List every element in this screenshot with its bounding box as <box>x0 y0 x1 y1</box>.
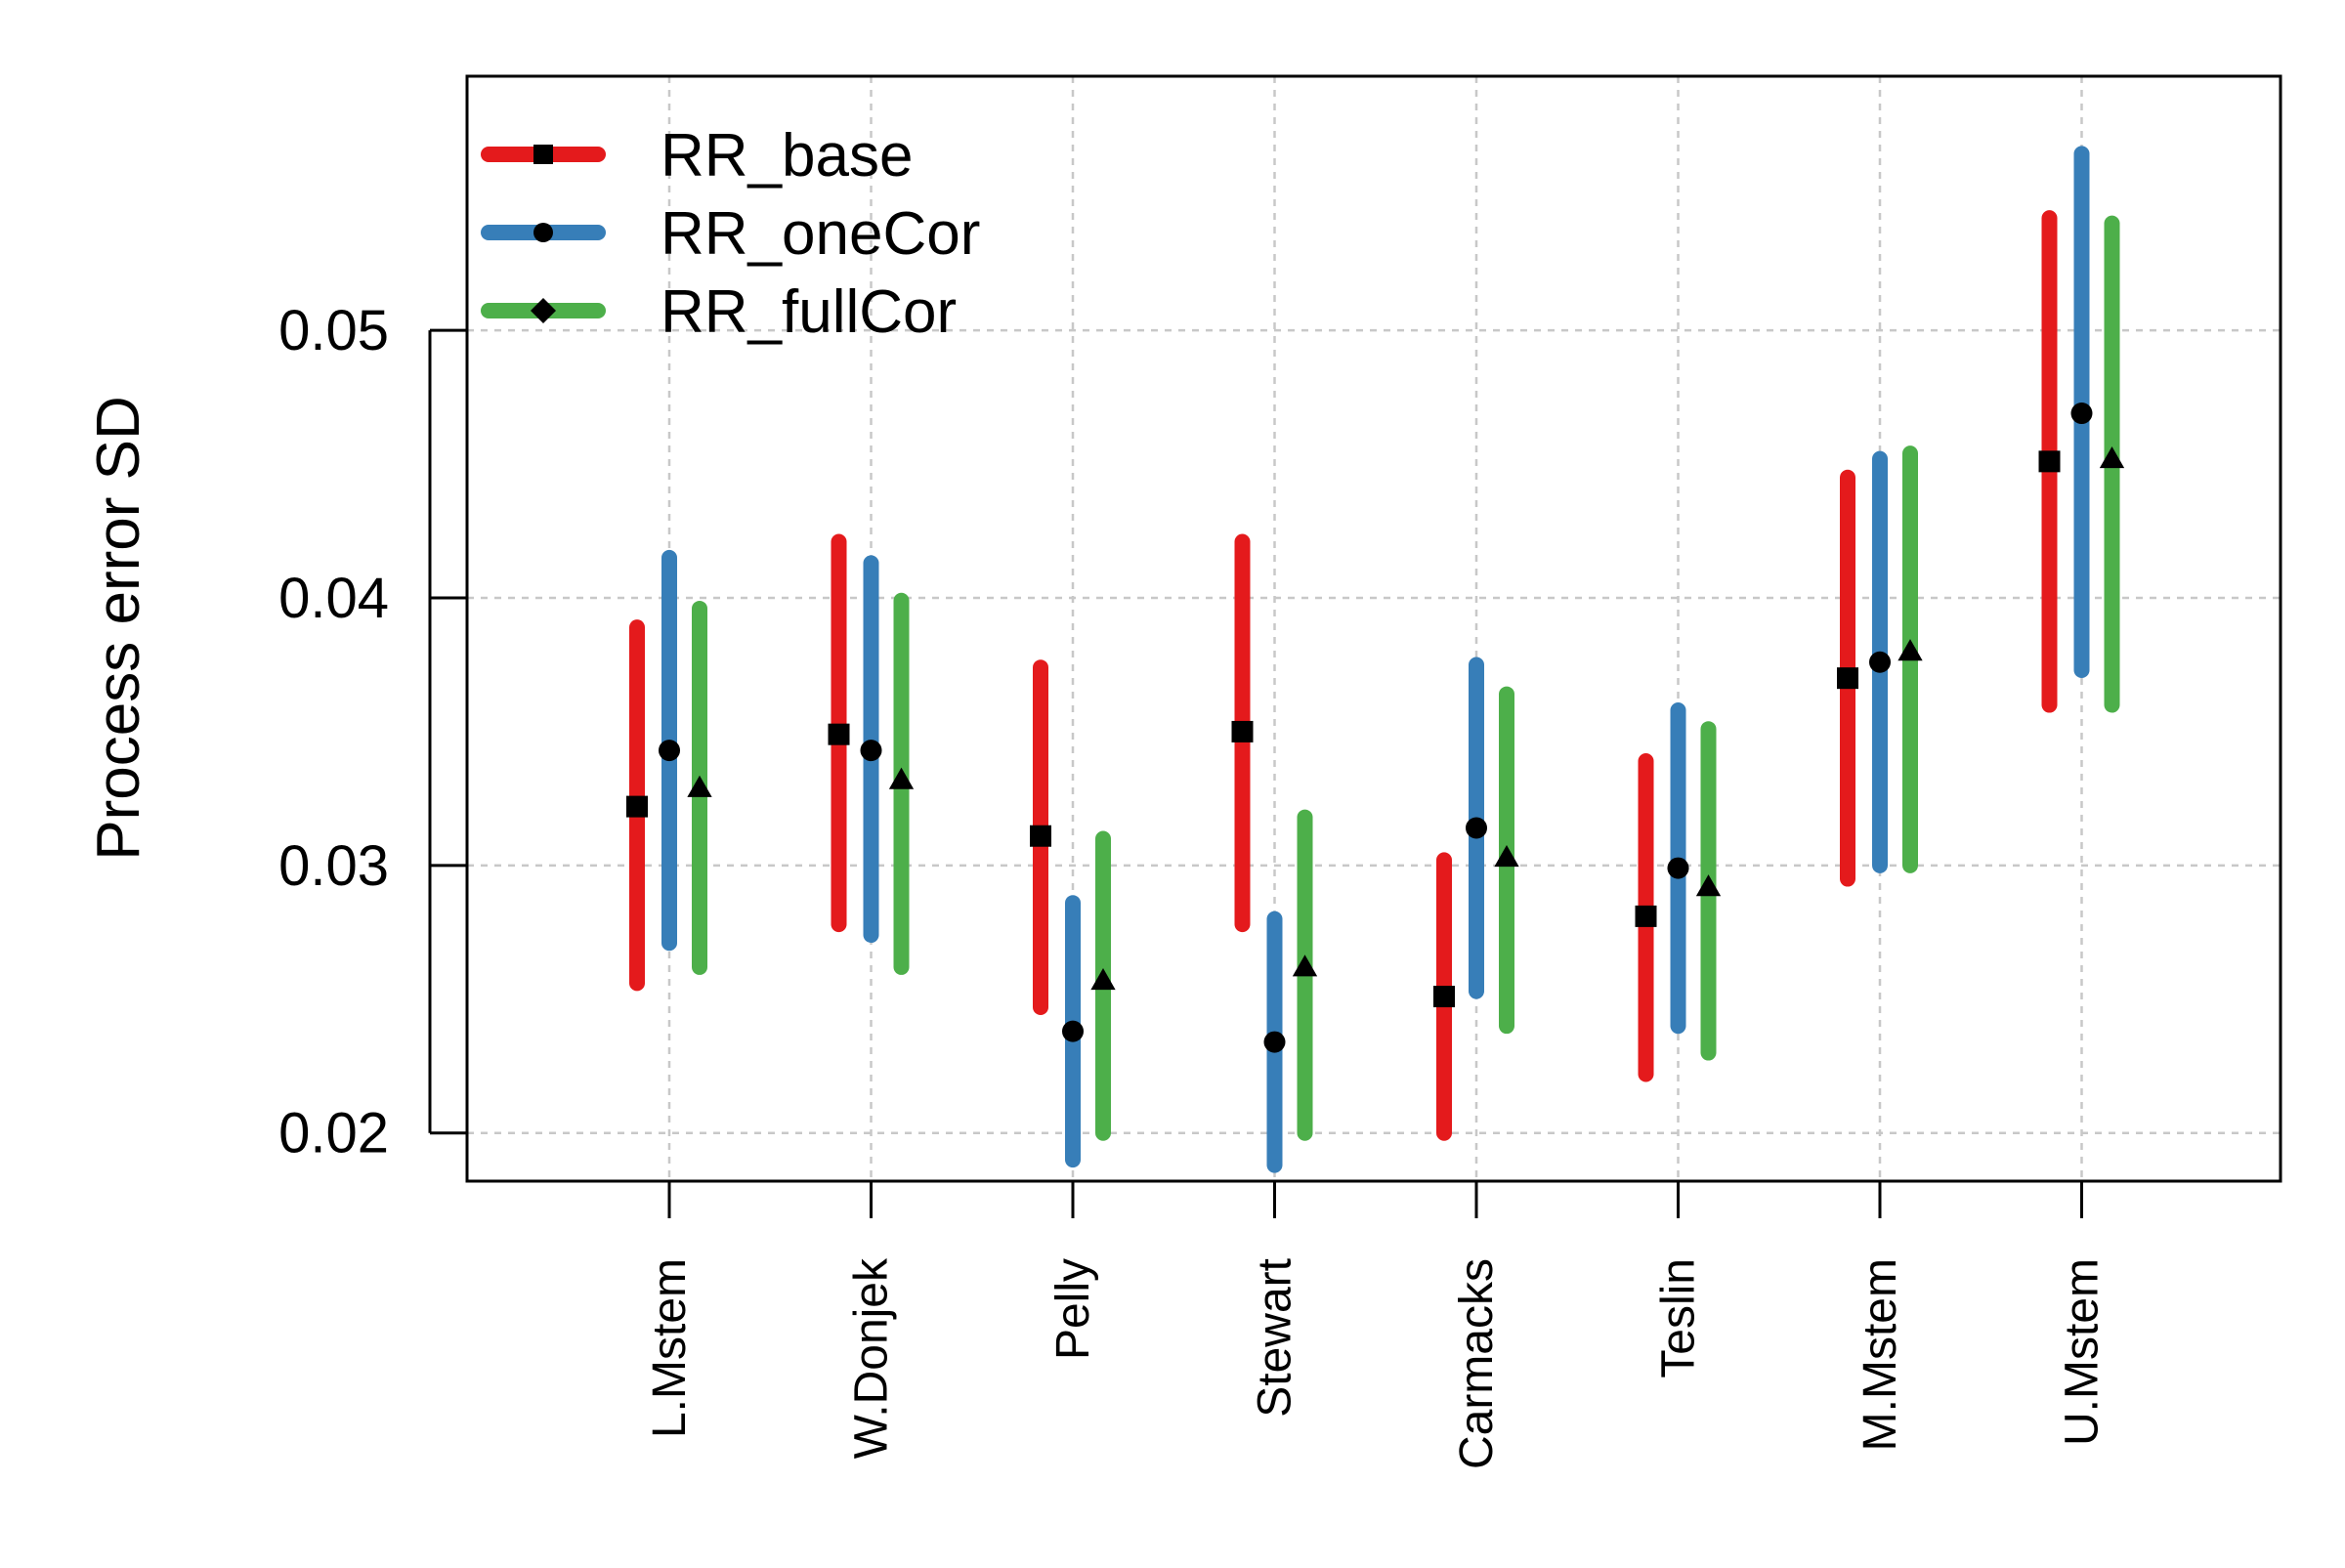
x-category-label: Pelly <box>1047 1258 1099 1360</box>
legend-label: RR_oneCor <box>661 200 980 268</box>
y-axis: 0.02 0.03 0.04 0.05 <box>278 299 467 1165</box>
point-marker <box>1263 1031 1286 1053</box>
x-category-label: Carmacks <box>1451 1258 1503 1469</box>
x-axis: L.Mstem W.Donjek Pelly Stewart Carmacks Tesli… <box>644 1179 2109 1469</box>
x-category-label: W.Donjek <box>846 1257 898 1459</box>
point-marker <box>2038 450 2061 473</box>
point-marker <box>1466 817 1487 839</box>
point-marker <box>626 795 648 818</box>
point-marker <box>1667 857 1689 879</box>
point-marker <box>1635 905 1657 927</box>
x-category-label: Stewart <box>1250 1258 1301 1418</box>
point-markers <box>626 403 2125 1053</box>
x-category-label: U.Mstem <box>2057 1258 2109 1446</box>
point-marker <box>2099 445 2125 469</box>
y-tick-label: 0.02 <box>278 1102 389 1165</box>
point-marker <box>1231 720 1254 742</box>
point-marker <box>1695 874 1722 897</box>
point-marker <box>1292 954 1318 977</box>
point-marker <box>1090 967 1116 991</box>
point-marker <box>2070 403 2093 425</box>
point-marker <box>888 767 915 789</box>
point-marker <box>687 775 712 797</box>
point-marker <box>1030 825 1051 847</box>
legend-label: RR_fullCor <box>661 278 957 346</box>
point-marker <box>1837 667 1858 690</box>
legend-swatch-marker <box>531 298 556 323</box>
point-marker <box>1062 1020 1084 1042</box>
legend: RR_base RR_oneCor RR_fullCor <box>481 122 980 346</box>
y-tick-label: 0.03 <box>278 834 389 898</box>
point-marker <box>828 723 850 745</box>
point-marker <box>659 740 680 762</box>
x-category-label: Teslin <box>1653 1258 1705 1378</box>
y-tick-label: 0.05 <box>278 299 389 362</box>
point-marker <box>1869 651 1891 673</box>
legend-swatch-marker <box>533 145 553 164</box>
x-category-label: L.Mstem <box>644 1258 696 1438</box>
legend-swatch-marker <box>533 223 553 242</box>
legend-label: RR_base <box>661 122 913 190</box>
point-marker <box>1494 844 1519 868</box>
point-marker <box>860 740 882 762</box>
point-marker <box>1897 639 1923 661</box>
x-category-label: M.Mstem <box>1855 1258 1906 1451</box>
point-marker <box>1433 986 1455 1008</box>
y-tick-label: 0.04 <box>278 567 389 630</box>
y-axis-title: Process error SD <box>85 396 152 860</box>
